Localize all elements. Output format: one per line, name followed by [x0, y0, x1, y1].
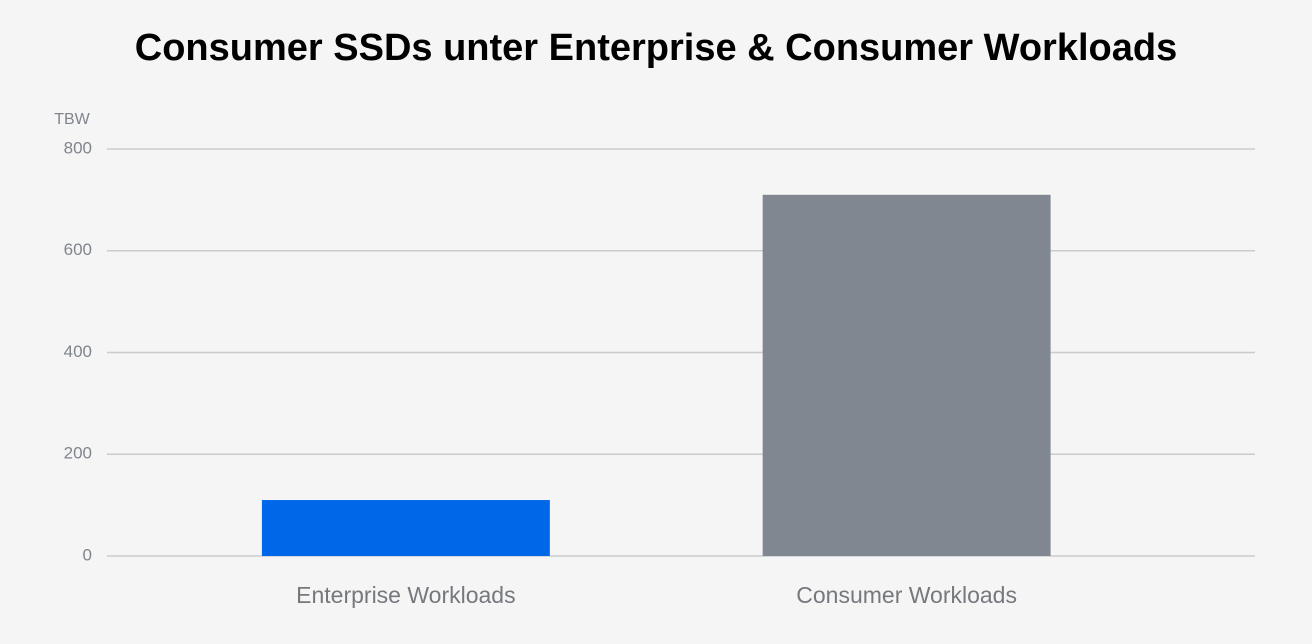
y-tick-label: 400: [64, 342, 92, 361]
x-tick-label: Enterprise Workloads: [296, 582, 515, 608]
y-tick-label: 800: [64, 138, 92, 157]
y-axis-label: TBW: [54, 111, 90, 128]
bar: [762, 194, 1051, 556]
y-tick-label: 0: [83, 545, 92, 564]
y-tick-label: 600: [64, 240, 92, 259]
chart-title: Consumer SSDs unter Enterprise & Consume…: [135, 27, 1177, 69]
y-tick-label: 200: [64, 444, 92, 463]
x-tick-label: Consumer Workloads: [796, 582, 1017, 608]
bar: [261, 500, 550, 556]
